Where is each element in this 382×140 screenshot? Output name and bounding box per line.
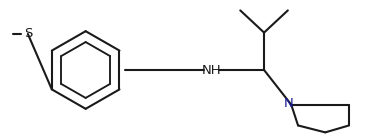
- Text: NH: NH: [202, 64, 221, 76]
- Text: N: N: [284, 97, 293, 110]
- Text: S: S: [24, 27, 32, 40]
